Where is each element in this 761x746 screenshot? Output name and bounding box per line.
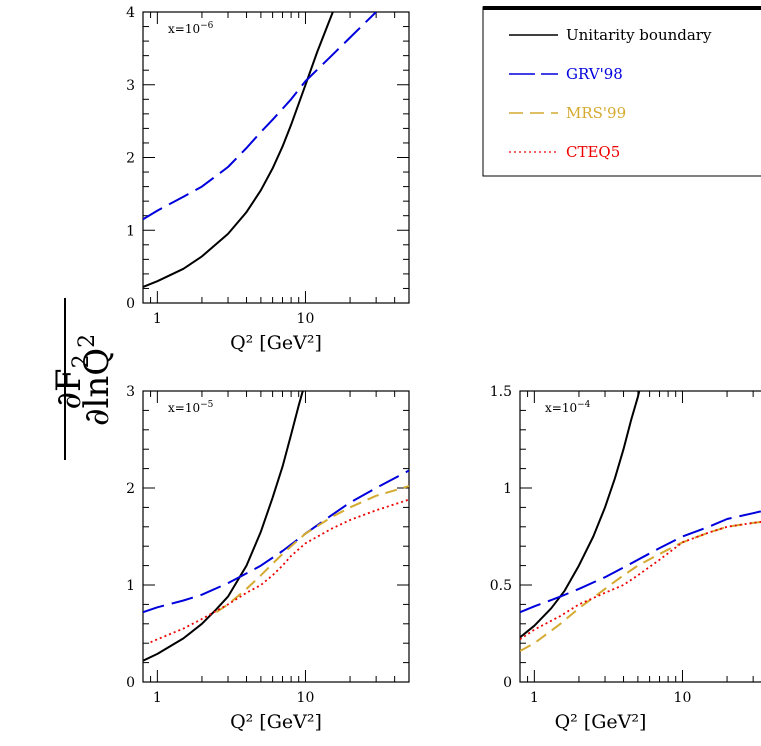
panel-x-1e-6: 1 10 0 1 2 3 4 x=10−6 Q² [GeV²]: [126, 5, 410, 354]
y-tick-label: 2: [126, 151, 135, 167]
series-line-mrs-99: [520, 520, 761, 652]
y-axis-label: ∂F2 ∂lnQ2: [49, 298, 117, 460]
y-tick-label: 1: [503, 481, 512, 497]
x-tick-label: 1: [530, 690, 539, 706]
legend-label-grv-98: GRV'98: [566, 65, 623, 83]
panel-label-exponent: −6: [200, 21, 214, 31]
legend-label-cteq5: CTEQ5: [566, 143, 620, 161]
series-line-unitarity-boundary: [143, 12, 334, 288]
legend-label-unitarity-boundary: Unitarity boundary: [566, 26, 712, 44]
series-line-unitarity-boundary: [520, 391, 641, 639]
y-tick-label: 1.5: [490, 384, 512, 400]
legend: Unitarity boundary GRV'98 MRS'99 CTEQ5: [482, 6, 761, 177]
panel-x-1e-4: 1 10 0 0.5 1 1.5 x=10−4 Q² [GeV²]: [490, 384, 761, 733]
series-line-cteq5: [520, 521, 761, 641]
y-tick-label: 0: [503, 675, 512, 691]
legend-label-mrs-99: MRS'99: [566, 104, 626, 122]
y-tick-label: 1: [126, 578, 135, 594]
series-line-unitarity-boundary: [143, 391, 304, 662]
plot-frame: [142, 390, 410, 683]
y-axis-label-denominator-sup: 2: [75, 334, 100, 348]
x-tick-label: 10: [674, 690, 692, 706]
x-axis-title: Q² [GeV²]: [555, 711, 647, 733]
panel-label: x=10−4: [545, 400, 591, 415]
x-tick-label: 1: [153, 311, 162, 327]
series-line-mrs-99: [215, 485, 409, 614]
x-axis-title: Q² [GeV²]: [230, 711, 322, 733]
y-tick-label: 3: [126, 78, 135, 94]
y-axis-label-numerator: ∂F2: [49, 354, 94, 409]
y-axis-label-denominator: ∂lnQ2: [75, 334, 117, 426]
y-axis-label-numerator-sub: 2: [69, 354, 94, 368]
series-line-grv-98: [143, 12, 377, 221]
y-tick-label: 0: [126, 296, 135, 312]
series-line-cteq5: [150, 498, 409, 644]
x-axis-title: Q² [GeV²]: [230, 332, 322, 354]
y-tick-label: 1: [126, 223, 135, 239]
y-tick-label: 0.5: [490, 578, 512, 594]
x-tick-label: 10: [297, 690, 315, 706]
x-tick-label: 10: [297, 311, 315, 327]
plot-frame: [519, 390, 761, 683]
y-tick-label: 4: [126, 5, 135, 21]
panel-label-exponent: −4: [577, 400, 591, 410]
panel-label: x=10−5: [168, 400, 214, 415]
panel-label-exponent: −5: [200, 400, 214, 410]
plot-frame: [142, 11, 410, 304]
y-tick-label: 2: [126, 481, 135, 497]
y-tick-label: 0: [126, 675, 135, 691]
x-tick-label: 1: [153, 690, 162, 706]
panel-label: x=10−6: [168, 21, 214, 36]
panel-x-1e-5: 1 10 0 1 2 3 x=10−5 Q² [GeV²]: [126, 384, 410, 733]
series-line-grv-98: [520, 510, 761, 614]
y-tick-label: 3: [126, 384, 135, 400]
series-line-grv-98: [143, 469, 409, 614]
